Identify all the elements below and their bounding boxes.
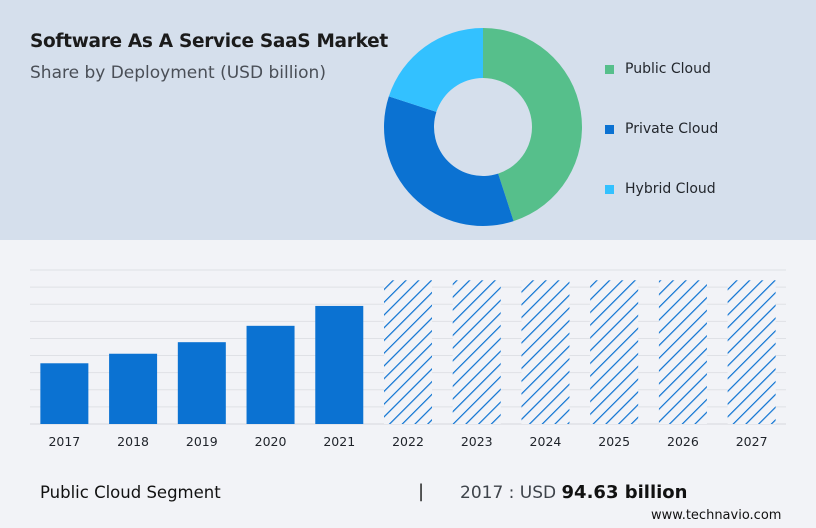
segment-value-prefix: 2017 : USD (460, 483, 556, 503)
bar-2017 (40, 363, 88, 424)
x-tick-label-2017: 2017 (48, 434, 80, 449)
x-tick-label-2026: 2026 (667, 434, 699, 449)
donut-chart (380, 24, 586, 230)
bar-2025 (590, 280, 638, 424)
legend-item-hybrid-cloud: Hybrid Cloud (605, 180, 716, 198)
legend-item-private-cloud: Private Cloud (605, 120, 718, 138)
donut-slice-private-cloud (384, 96, 514, 226)
x-tick-label-2019: 2019 (186, 434, 218, 449)
x-tick-label-2022: 2022 (392, 434, 424, 449)
bar-2019 (178, 342, 226, 424)
bar-2020 (247, 326, 295, 424)
chart-subtitle: Share by Deployment (USD billion) (30, 63, 326, 83)
legend-item-public-cloud: Public Cloud (605, 60, 711, 78)
bar-2018 (109, 354, 157, 424)
legend-swatch-public-cloud (605, 65, 614, 74)
footer-separator: | (418, 481, 424, 502)
bar-2021 (315, 306, 363, 424)
donut-slice-hybrid-cloud (389, 28, 483, 112)
segment-label: Public Cloud Segment (40, 483, 221, 502)
bar-2027 (728, 280, 776, 424)
segment-value-amount: 94.63 billion (562, 482, 688, 503)
segment-value: 2017 : USD 94.63 billion (460, 482, 687, 503)
x-tick-label-2024: 2024 (530, 434, 562, 449)
chart-title: Software As A Service SaaS Market (30, 31, 388, 52)
bar-2026 (659, 280, 707, 424)
legend-label-public-cloud: Public Cloud (625, 61, 711, 77)
bar-chart: 2017 2018 2019 2020 2021 2022 2023 2024 2025 2026… (0, 240, 816, 465)
legend-label-hybrid-cloud: Hybrid Cloud (625, 181, 716, 197)
bar-2024 (521, 280, 569, 424)
x-tick-label-2021: 2021 (323, 434, 355, 449)
x-tick-label-2018: 2018 (117, 434, 149, 449)
bar-2023 (453, 280, 501, 424)
bar-2022 (384, 280, 432, 424)
x-tick-label-2025: 2025 (598, 434, 630, 449)
source-link[interactable]: www.technavio.com (651, 508, 781, 523)
legend-swatch-hybrid-cloud (605, 185, 614, 194)
legend-swatch-private-cloud (605, 125, 614, 134)
legend-label-private-cloud: Private Cloud (625, 121, 718, 137)
x-tick-label-2020: 2020 (255, 434, 287, 449)
x-tick-label-2027: 2027 (736, 434, 768, 449)
x-tick-label-2023: 2023 (461, 434, 493, 449)
